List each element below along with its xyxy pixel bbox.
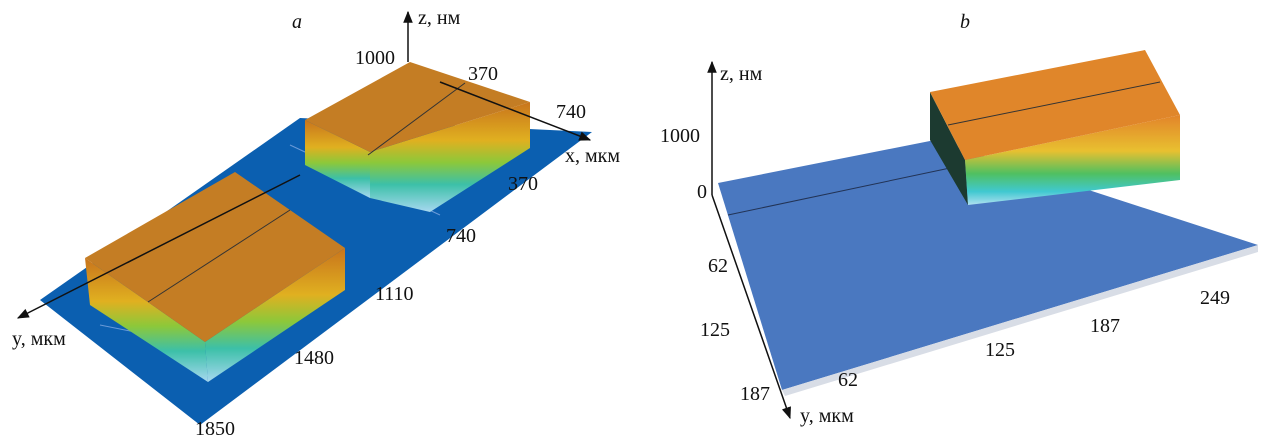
panel-label: b: [960, 11, 970, 33]
tick-label: 249: [1200, 287, 1230, 309]
axis-label: y, мкм: [12, 328, 66, 350]
tick-label: 740: [556, 101, 586, 123]
tick-label: 370: [468, 63, 498, 85]
tick-label: 125: [700, 319, 730, 341]
panel-a: a z, нм x, мкм y, мкм 1000 370 740 370 7…: [12, 7, 620, 439]
panel-b: b z, нм y, мкм 1000 0 62 125 187 62 125 …: [660, 11, 1258, 427]
tick-label: 1850: [195, 418, 235, 439]
tick-label: 370: [508, 173, 538, 195]
axis-label: z, нм: [720, 63, 763, 85]
axis-label: y, мкм: [800, 405, 854, 427]
tick-label: 740: [446, 225, 476, 247]
tick-label: 125: [985, 339, 1015, 361]
axis-label: z, нм: [418, 7, 461, 29]
axis-label: x, мкм: [565, 145, 620, 167]
tick-label: 62: [838, 369, 858, 391]
tick-label: 62: [708, 255, 728, 277]
tick-label: 1480: [294, 347, 334, 369]
tick-label: 187: [1090, 315, 1120, 337]
tick-label: 1000: [660, 125, 700, 147]
panel-label: a: [292, 11, 302, 33]
tick-label: 187: [740, 383, 770, 405]
tick-label: 0: [697, 181, 707, 203]
figure: a z, нм x, мкм y, мкм 1000 370 740 370 7…: [0, 0, 1267, 439]
tick-label: 1000: [355, 47, 395, 69]
tick-label: 1110: [375, 283, 414, 305]
